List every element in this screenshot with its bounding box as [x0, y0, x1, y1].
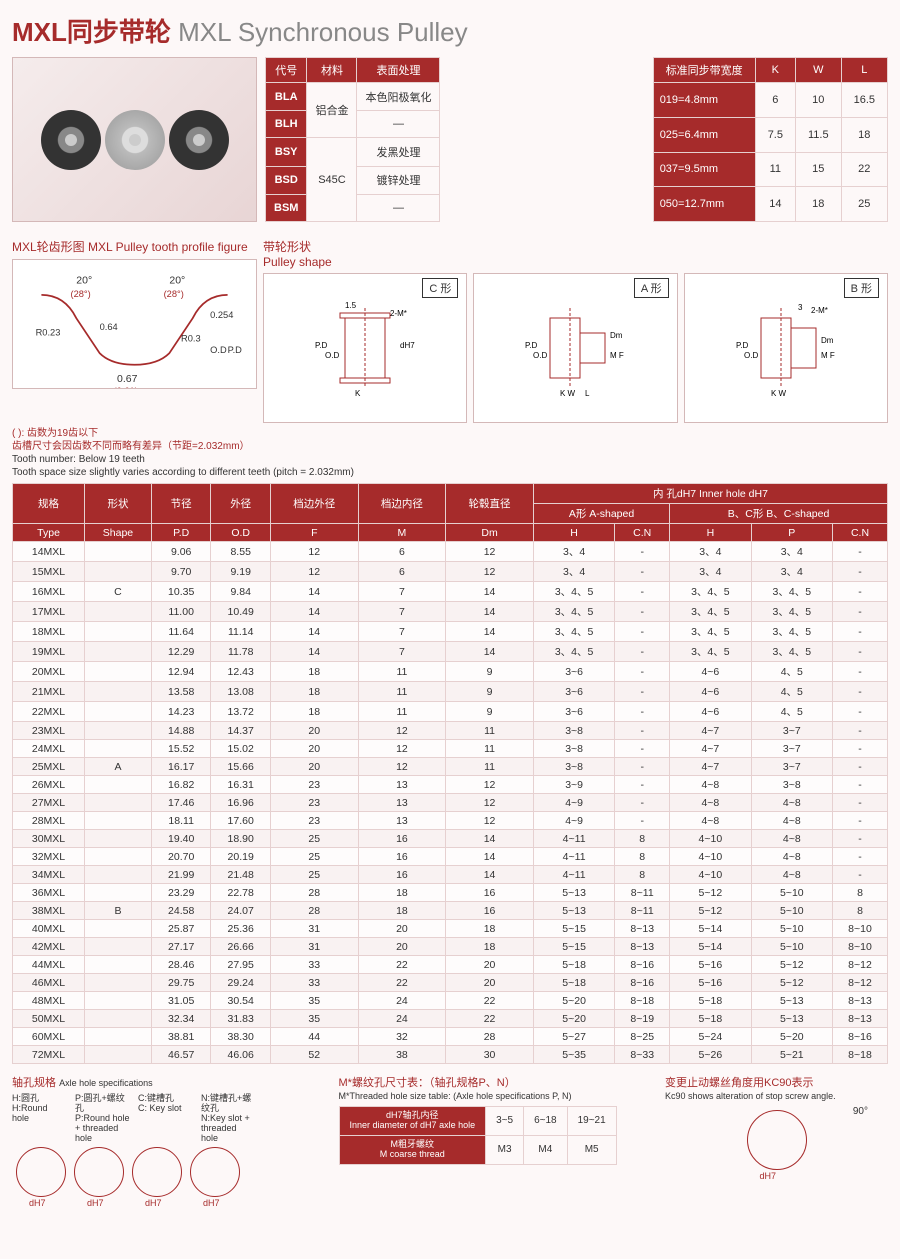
material-table: 代号材料表面处理 BLA铝合金本色阳极氧化 BLH— BSYS45C发黑处理 B…	[265, 57, 440, 222]
svg-text:(0.61): (0.61)	[114, 386, 138, 388]
svg-text:O.D: O.D	[533, 351, 547, 360]
page-title: MXL同步带轮 MXL Synchronous Pulley	[12, 12, 888, 49]
width-table: 标准同步带宽度KWL 019=4.8mm61016.5025=6.4mm7.51…	[653, 57, 888, 222]
svg-text:2-M*: 2-M*	[811, 306, 828, 315]
svg-text:P.D: P.D	[228, 345, 243, 355]
axle-spec-section: 轴孔规格 Axle hole specifications H:圆孔H:Roun…	[12, 1074, 331, 1204]
svg-text:M F: M F	[610, 351, 624, 360]
svg-text:1.5: 1.5	[345, 301, 357, 310]
svg-text:P.D: P.D	[736, 341, 749, 350]
shape-c-diagram: C 形 P.DO.DdH7K1.52-M*	[263, 273, 467, 423]
kc90-section: 变更止动螺丝角度用KC90表示Kc90 shows alteration of …	[665, 1074, 888, 1204]
svg-text:3: 3	[798, 303, 803, 312]
svg-text:R0.3: R0.3	[181, 333, 201, 343]
tooth-profile-title: MXL轮齿形图 MXL Pulley tooth profile figure	[12, 238, 257, 255]
svg-text:P.D: P.D	[315, 341, 328, 350]
svg-text:O.D: O.D	[744, 351, 758, 360]
svg-text:0.254: 0.254	[210, 310, 233, 320]
svg-text:0.64: 0.64	[100, 322, 118, 332]
svg-text:O.D: O.D	[325, 351, 339, 360]
pulley-shape-title: 带轮形状Pulley shape	[263, 238, 888, 269]
spec-table: 规格形状节径外径档边外径档边内径轮毂直径内 孔dH7 Inner hole dH…	[12, 483, 888, 1064]
svg-text:20°: 20°	[169, 275, 185, 286]
svg-text:K: K	[355, 389, 361, 398]
svg-text:0.67: 0.67	[117, 374, 138, 385]
svg-text:(28°): (28°)	[71, 289, 91, 299]
svg-text:L: L	[585, 389, 590, 398]
svg-text:Dm: Dm	[610, 331, 623, 340]
svg-text:(28°): (28°)	[164, 289, 184, 299]
shape-a-diagram: A 形 P.DO.DDmM FK WL	[473, 273, 677, 423]
svg-text:20°: 20°	[76, 275, 92, 286]
thread-table-section: M*螺纹孔尺寸表：（轴孔规格P、N）M*Threaded hole size t…	[339, 1074, 658, 1204]
shape-b-diagram: B 形 P.DO.DDmM FK W2-M*3	[684, 273, 888, 423]
svg-text:Dm: Dm	[821, 336, 834, 345]
svg-text:O.D: O.D	[210, 345, 227, 355]
svg-text:dH7: dH7	[400, 341, 415, 350]
svg-text:K W: K W	[771, 389, 787, 398]
svg-text:K W: K W	[560, 389, 576, 398]
svg-text:M F: M F	[821, 351, 835, 360]
svg-text:P.D: P.D	[525, 341, 538, 350]
tooth-profile-diagram: 20° 20° (28°) (28°) 0.67 (0.61) R0.23 R0…	[12, 259, 257, 389]
product-photo	[12, 57, 257, 222]
svg-text:R0.23: R0.23	[36, 328, 61, 338]
svg-text:2-M*: 2-M*	[390, 309, 407, 318]
tooth-note: ( ): 齿数为19齿以下 齿槽尺寸会因齿数不同而略有差异（节距=2.032mm…	[12, 427, 888, 479]
